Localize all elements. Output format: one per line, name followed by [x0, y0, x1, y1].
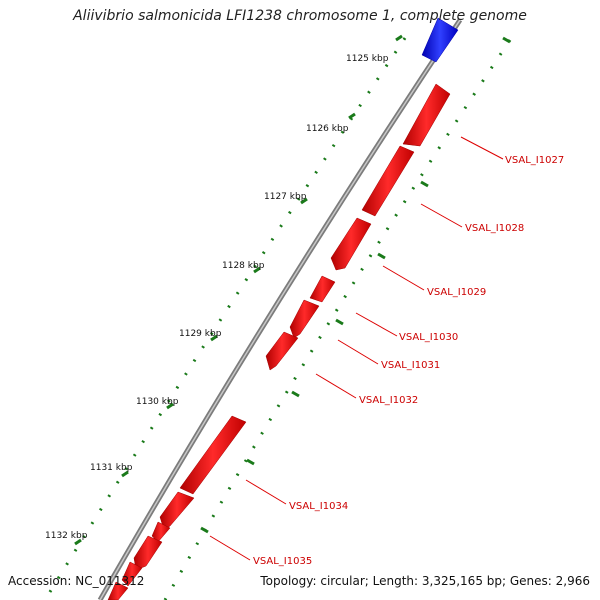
- reverse-gene-blocks: [107, 83, 451, 600]
- gene-block-vsal-i1033[interactable]: [179, 415, 247, 495]
- gene-block-vsal-i1030[interactable]: [309, 275, 336, 303]
- scale-label: 1127 kbp: [264, 192, 307, 202]
- gene-label[interactable]: VSAL_I1030: [399, 332, 458, 343]
- gene-block-c[interactable]: [107, 581, 129, 600]
- genome-backbone-highlight: [99, 19, 461, 600]
- scale-label: 1132 kbp: [45, 531, 88, 541]
- gene-label[interactable]: VSAL_I1028: [465, 223, 524, 234]
- gene-label[interactable]: VSAL_I1035: [253, 556, 312, 567]
- gene-label-lines: [209, 136, 504, 561]
- genome-summary-text: Topology: circular; Length: 3,325,165 bp…: [260, 574, 590, 588]
- forward-gene-block[interactable]: [421, 17, 459, 63]
- scale-label: 1128 kbp: [222, 261, 265, 271]
- gene-label[interactable]: VSAL_I1031: [381, 360, 440, 371]
- scale-label: 1126 kbp: [306, 124, 349, 134]
- gene-block-vsal-i1029[interactable]: [330, 217, 372, 271]
- gene-block-vsal-i1034[interactable]: [159, 491, 195, 531]
- gene-block-vsal-i1027[interactable]: [402, 83, 451, 147]
- accession-text: Accession: NC_011312: [8, 574, 145, 588]
- gene-label[interactable]: VSAL_I1029: [427, 287, 486, 298]
- gc-track-outer: [43, 37, 407, 600]
- gene-label[interactable]: VSAL_I1034: [289, 501, 348, 512]
- gene-label[interactable]: VSAL_I1027: [505, 155, 564, 166]
- gene-block-b[interactable]: [121, 561, 143, 587]
- gene-labels: VSAL_I1027 VSAL_I1028 VSAL_I1029 VSAL_I1…: [253, 155, 564, 567]
- scale-label: 1130 kbp: [136, 397, 179, 407]
- map-title: Aliivibrio salmonicida LFI1238 chromosom…: [73, 8, 527, 24]
- gene-block-vsal-i1035[interactable]: [133, 535, 163, 571]
- scale-label: 1129 kbp: [179, 329, 222, 339]
- scale-labels: 1125 kbp 1126 kbp 1127 kbp 1128 kbp 1129…: [45, 54, 389, 541]
- scale-label: 1125 kbp: [346, 54, 389, 64]
- gc-track-long-ticks: [74, 34, 511, 546]
- gene-label[interactable]: VSAL_I1032: [359, 395, 418, 406]
- scale-label: 1131 kbp: [90, 463, 133, 473]
- gene-block-vsal-i1032[interactable]: [265, 331, 299, 371]
- genome-backbone: [97, 18, 463, 600]
- gene-block-vsal-i1031[interactable]: [289, 299, 320, 339]
- gene-block-vsal-i1028[interactable]: [361, 145, 415, 217]
